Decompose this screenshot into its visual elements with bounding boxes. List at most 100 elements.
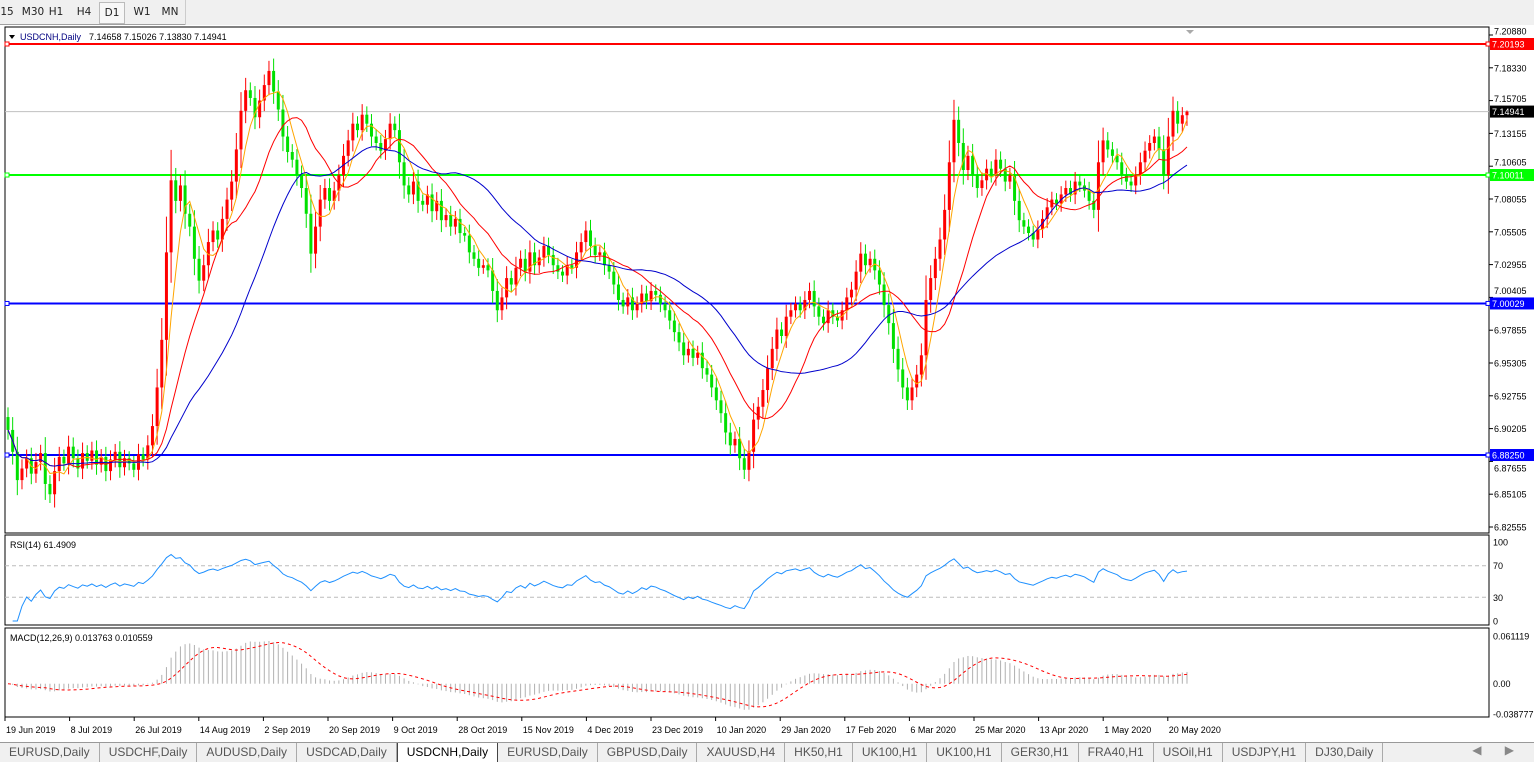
chart-tab[interactable]: USDCNH,Daily	[396, 743, 499, 762]
candle-body	[561, 271, 565, 276]
candle-body	[547, 245, 551, 255]
price-chart[interactable]: 7.20880 7.18330 7.15705 7.13155 7.10605 7.080…	[0, 0, 1534, 742]
candle-body	[1157, 136, 1161, 150]
candle-body	[1124, 175, 1128, 182]
timeframe-D1[interactable]: D1	[99, 2, 125, 24]
timeframe-H1[interactable]: H1	[48, 6, 64, 18]
candle-body	[519, 258, 523, 268]
chart-tab[interactable]: GER30,H1	[1002, 743, 1079, 762]
candle-body	[654, 290, 658, 295]
candle-body	[505, 278, 509, 298]
chart-tab[interactable]: DJ30,Daily	[1306, 743, 1384, 762]
candle-body	[1045, 207, 1049, 219]
chart-tab[interactable]: HK50,H1	[785, 743, 853, 762]
candle-body	[775, 329, 779, 349]
candle-body	[682, 342, 686, 356]
rsi-tick-label: 30	[1493, 593, 1503, 603]
candle-body	[1064, 188, 1068, 195]
candle-body	[696, 352, 700, 358]
line-handle[interactable]	[4, 452, 10, 458]
date-tick-label: 20 May 2020	[1169, 725, 1221, 735]
candle-body	[533, 252, 537, 266]
candle-body	[444, 215, 448, 221]
candle-body	[1003, 168, 1007, 182]
candle-body	[272, 70, 276, 92]
chart-tab[interactable]: USDCHF,Daily	[100, 743, 198, 762]
candle-body	[295, 159, 299, 176]
candle-body	[1152, 136, 1156, 143]
price-label-box	[1490, 38, 1534, 50]
price-tick-label: 7.00405	[1494, 286, 1527, 296]
candle-body	[258, 100, 262, 118]
candle-body	[919, 355, 923, 375]
chart-tab[interactable]: USDCAD,Daily	[297, 743, 397, 762]
symbol-menu-triangle-icon[interactable]	[9, 35, 15, 39]
chart-tab[interactable]: EURUSD,Daily	[498, 743, 598, 762]
line-handle[interactable]	[4, 300, 10, 306]
date-tick-label: 8 Jul 2019	[71, 725, 113, 735]
price-tick-label: 7.18330	[1494, 63, 1527, 73]
line-handle[interactable]	[4, 172, 10, 178]
chart-tab[interactable]: EURUSD,Daily	[0, 743, 100, 762]
candle-body	[402, 162, 406, 186]
price-tick-label: 7.08055	[1494, 195, 1527, 205]
chart-tab[interactable]: XAUUSD,H4	[697, 743, 786, 762]
candle-body	[53, 471, 57, 495]
candle-body	[500, 297, 504, 311]
candle-body	[784, 316, 788, 336]
candle-body	[39, 453, 43, 463]
candle-body	[276, 91, 280, 110]
candle-body	[719, 400, 723, 414]
timeframe-M30[interactable]: M30	[21, 6, 45, 18]
chart-tab[interactable]: GBPUSD,Daily	[598, 743, 698, 762]
price-label-box	[1490, 449, 1534, 462]
candle-body	[206, 242, 210, 266]
candle-body	[407, 185, 411, 195]
candle-body	[840, 310, 844, 321]
candle-body	[178, 185, 182, 201]
macd-panel-frame	[4, 627, 1490, 718]
timeframe-W1[interactable]: W1	[133, 6, 151, 18]
line-handle[interactable]	[1485, 172, 1491, 178]
tab-scroll-arrows[interactable]: ◀ ▶	[1472, 743, 1524, 757]
line-handle[interactable]	[1485, 452, 1491, 458]
timeframe-15[interactable]: 15	[0, 6, 14, 18]
candle-body	[421, 200, 425, 205]
line-handle[interactable]	[4, 41, 10, 47]
line-handle[interactable]	[1485, 300, 1491, 306]
candle-body	[164, 252, 168, 340]
date-tick-label: 10 Jan 2020	[717, 725, 767, 735]
line-handle[interactable]	[1485, 41, 1491, 47]
candle-body	[113, 451, 117, 460]
candle-body	[109, 459, 113, 472]
candle-body	[351, 123, 355, 141]
candle-body	[1120, 162, 1124, 176]
candle-body	[146, 445, 150, 460]
chart-tab[interactable]: USOil,H1	[1154, 743, 1223, 762]
candle-body	[1096, 162, 1100, 210]
toolbar-spacer	[185, 0, 1534, 25]
candle-body	[1041, 218, 1045, 230]
candle-body	[1129, 181, 1133, 186]
candle-body	[318, 199, 322, 227]
candle-body	[672, 320, 676, 333]
candle-body	[905, 387, 909, 401]
candle-body	[304, 188, 308, 214]
candle-body	[1031, 233, 1035, 240]
price-tick-label: 6.92755	[1494, 391, 1527, 401]
candle-body	[1050, 199, 1054, 208]
chart-tab[interactable]: FRA40,H1	[1079, 743, 1154, 762]
chart-tab[interactable]: UK100,H1	[853, 743, 928, 762]
chart-tab[interactable]: USDJPY,H1	[1223, 743, 1307, 762]
candle-body	[425, 194, 429, 205]
candle-body	[756, 406, 760, 420]
candle-body	[416, 181, 420, 201]
timeframe-MN[interactable]: MN	[161, 6, 179, 18]
candle-body	[183, 185, 187, 214]
ma-fast-line	[7, 90, 1188, 475]
timeframe-H4[interactable]: H4	[76, 6, 92, 18]
chart-tab[interactable]: UK100,H1	[927, 743, 1002, 762]
chart-tab[interactable]: AUDUSD,Daily	[197, 743, 298, 762]
rsi-label: RSI(14) 61.4909	[10, 540, 76, 550]
price-tick-label: 7.10605	[1494, 158, 1527, 168]
